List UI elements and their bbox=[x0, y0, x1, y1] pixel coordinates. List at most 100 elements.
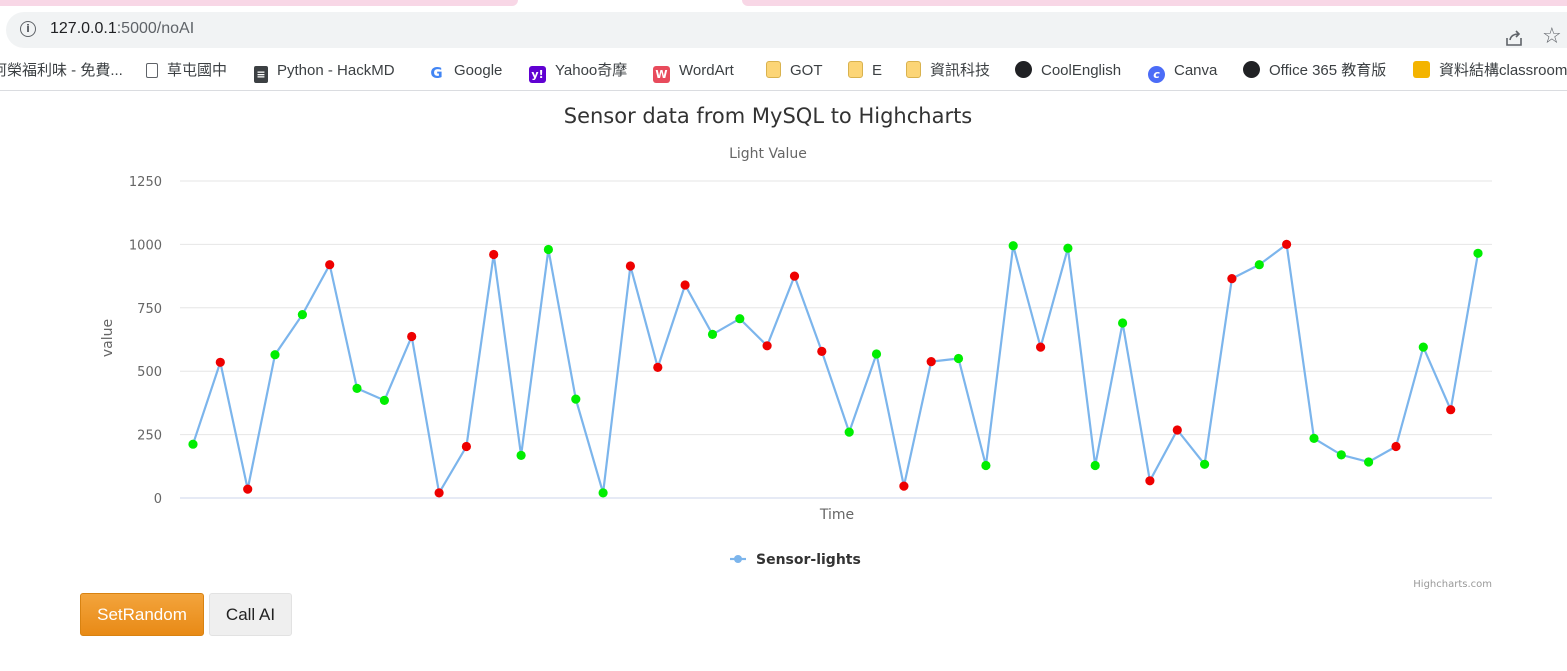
data-point[interactable] bbox=[571, 394, 581, 404]
data-point[interactable] bbox=[871, 349, 882, 359]
data-point[interactable] bbox=[270, 350, 280, 360]
data-point[interactable] bbox=[598, 488, 608, 498]
tab-inactive[interactable] bbox=[742, 0, 1567, 6]
data-point[interactable] bbox=[707, 329, 718, 339]
bookmark-label: GOT bbox=[790, 62, 823, 79]
bookmark-item[interactable]: 資訊科技 bbox=[906, 61, 990, 81]
data-point[interactable] bbox=[953, 353, 964, 364]
data-point[interactable] bbox=[680, 280, 690, 290]
chart-gridlines bbox=[180, 180, 1492, 499]
data-point[interactable] bbox=[543, 244, 553, 255]
y-tick-label: 1000 bbox=[129, 238, 162, 253]
highcharts-container: Sensor data from MySQL to Highcharts Lig… bbox=[80, 91, 1510, 591]
data-point[interactable] bbox=[625, 261, 636, 271]
bookmark-label: Office 365 教育版 bbox=[1269, 62, 1387, 79]
y-tick-label: 1250 bbox=[129, 175, 162, 190]
bookmark-item[interactable]: c Canva bbox=[1148, 61, 1217, 83]
folder-icon bbox=[848, 61, 863, 78]
data-point[interactable] bbox=[1309, 433, 1319, 443]
data-point[interactable] bbox=[1391, 441, 1401, 452]
data-point[interactable] bbox=[1364, 457, 1374, 467]
browser-toolbar: i 127.0.0.1:5000/noAI ☆ bbox=[0, 8, 1567, 52]
address-bar[interactable]: i 127.0.0.1:5000/noAI bbox=[6, 12, 1567, 48]
data-point[interactable] bbox=[735, 314, 745, 324]
data-point[interactable] bbox=[243, 484, 253, 494]
bookmark-item[interactable]: GOT bbox=[766, 61, 823, 81]
wordart-icon: W bbox=[653, 66, 670, 83]
data-point[interactable] bbox=[1090, 460, 1100, 471]
bookmark-item[interactable]: 草屯國中 bbox=[146, 61, 227, 81]
document-icon: ≡ bbox=[254, 66, 268, 83]
data-point[interactable] bbox=[1008, 241, 1018, 251]
data-point[interactable] bbox=[1063, 243, 1073, 253]
bookmark-item[interactable]: y! Yahoo奇摩 bbox=[529, 61, 628, 83]
set-random-button[interactable]: SetRandom bbox=[80, 593, 204, 636]
data-point[interactable] bbox=[981, 460, 991, 471]
data-point[interactable] bbox=[1145, 476, 1155, 486]
legend[interactable]: Sensor-lights bbox=[730, 552, 861, 568]
data-point[interactable] bbox=[461, 441, 471, 452]
bookmark-label: 資訊科技 bbox=[930, 62, 991, 79]
data-point[interactable] bbox=[407, 331, 417, 342]
data-point[interactable] bbox=[325, 260, 335, 270]
data-point[interactable] bbox=[1336, 450, 1346, 460]
data-point[interactable] bbox=[1200, 459, 1210, 469]
share-icon[interactable] bbox=[1504, 28, 1524, 48]
line-chart: Sensor data from MySQL to Highcharts Lig… bbox=[100, 104, 1492, 590]
bookmark-item[interactable]: CoolEnglish bbox=[1015, 61, 1121, 81]
data-point[interactable] bbox=[489, 249, 499, 260]
data-point[interactable] bbox=[1227, 274, 1237, 284]
globe-icon bbox=[1015, 61, 1032, 78]
data-point[interactable] bbox=[297, 310, 307, 320]
data-point[interactable] bbox=[434, 488, 444, 498]
data-point[interactable] bbox=[762, 341, 772, 351]
data-point[interactable] bbox=[1473, 248, 1483, 258]
data-point[interactable] bbox=[789, 271, 800, 281]
call-ai-button[interactable]: Call AI bbox=[209, 593, 292, 636]
data-point[interactable] bbox=[844, 427, 854, 437]
y-axis-ticks: 0 250 500 750 1000 1250 bbox=[129, 175, 162, 507]
chart-subtitle: Light Value bbox=[729, 146, 807, 162]
bookmark-label: Yahoo奇摩 bbox=[555, 62, 628, 79]
data-point[interactable] bbox=[188, 439, 198, 449]
data-point[interactable] bbox=[1446, 405, 1456, 415]
bookmark-label: WordArt bbox=[679, 62, 734, 79]
bookmark-star-icon[interactable]: ☆ bbox=[1542, 24, 1562, 49]
series-markers bbox=[188, 239, 1483, 498]
bookmark-label: 草屯國中 bbox=[167, 62, 228, 79]
bookmarks-bar: 阿榮福利味 - 免費... 草屯國中 ≡ Python - HackMD G Goo… bbox=[0, 52, 1567, 91]
data-point[interactable] bbox=[1254, 260, 1264, 270]
data-point[interactable] bbox=[926, 357, 936, 367]
data-point[interactable] bbox=[1418, 342, 1428, 352]
data-point[interactable] bbox=[1172, 425, 1182, 435]
bookmark-label: CoolEnglish bbox=[1041, 62, 1122, 79]
highcharts-credits[interactable]: Highcharts.com bbox=[1413, 579, 1492, 590]
bookmark-item[interactable]: ≡ Python - HackMD bbox=[254, 61, 395, 83]
bookmark-item[interactable]: G Google bbox=[428, 61, 502, 82]
url-text[interactable]: 127.0.0.1:5000/noAI bbox=[50, 20, 194, 38]
data-point[interactable] bbox=[215, 357, 225, 367]
bookmark-label: 阿榮福利味 - 免費... bbox=[0, 62, 123, 79]
data-point[interactable] bbox=[379, 395, 389, 405]
site-info-icon[interactable]: i bbox=[20, 21, 36, 37]
data-point[interactable] bbox=[352, 383, 362, 393]
x-axis-title: Time bbox=[819, 507, 854, 523]
bookmark-item[interactable]: 資料結構classroom bbox=[1413, 61, 1567, 81]
data-point[interactable] bbox=[817, 346, 827, 356]
bookmark-label: E bbox=[872, 62, 883, 79]
tab-strip bbox=[0, 0, 1567, 8]
bookmark-label: 資料結構classroom bbox=[1439, 62, 1567, 79]
url-path: :5000/noAI bbox=[116, 20, 195, 37]
tab-inactive[interactable] bbox=[0, 0, 518, 6]
data-point[interactable] bbox=[1036, 342, 1046, 352]
data-point[interactable] bbox=[899, 481, 909, 491]
series-line[interactable] bbox=[191, 242, 1480, 497]
bookmark-item[interactable]: W WordArt bbox=[653, 61, 734, 83]
bookmark-item[interactable]: E bbox=[848, 61, 882, 81]
data-point[interactable] bbox=[516, 450, 526, 460]
bookmark-item[interactable]: 阿榮福利味 - 免費... bbox=[0, 61, 123, 81]
data-point[interactable] bbox=[1118, 318, 1128, 328]
data-point[interactable] bbox=[653, 362, 663, 372]
data-point[interactable] bbox=[1282, 239, 1292, 249]
bookmark-item[interactable]: Office 365 教育版 bbox=[1243, 61, 1386, 81]
